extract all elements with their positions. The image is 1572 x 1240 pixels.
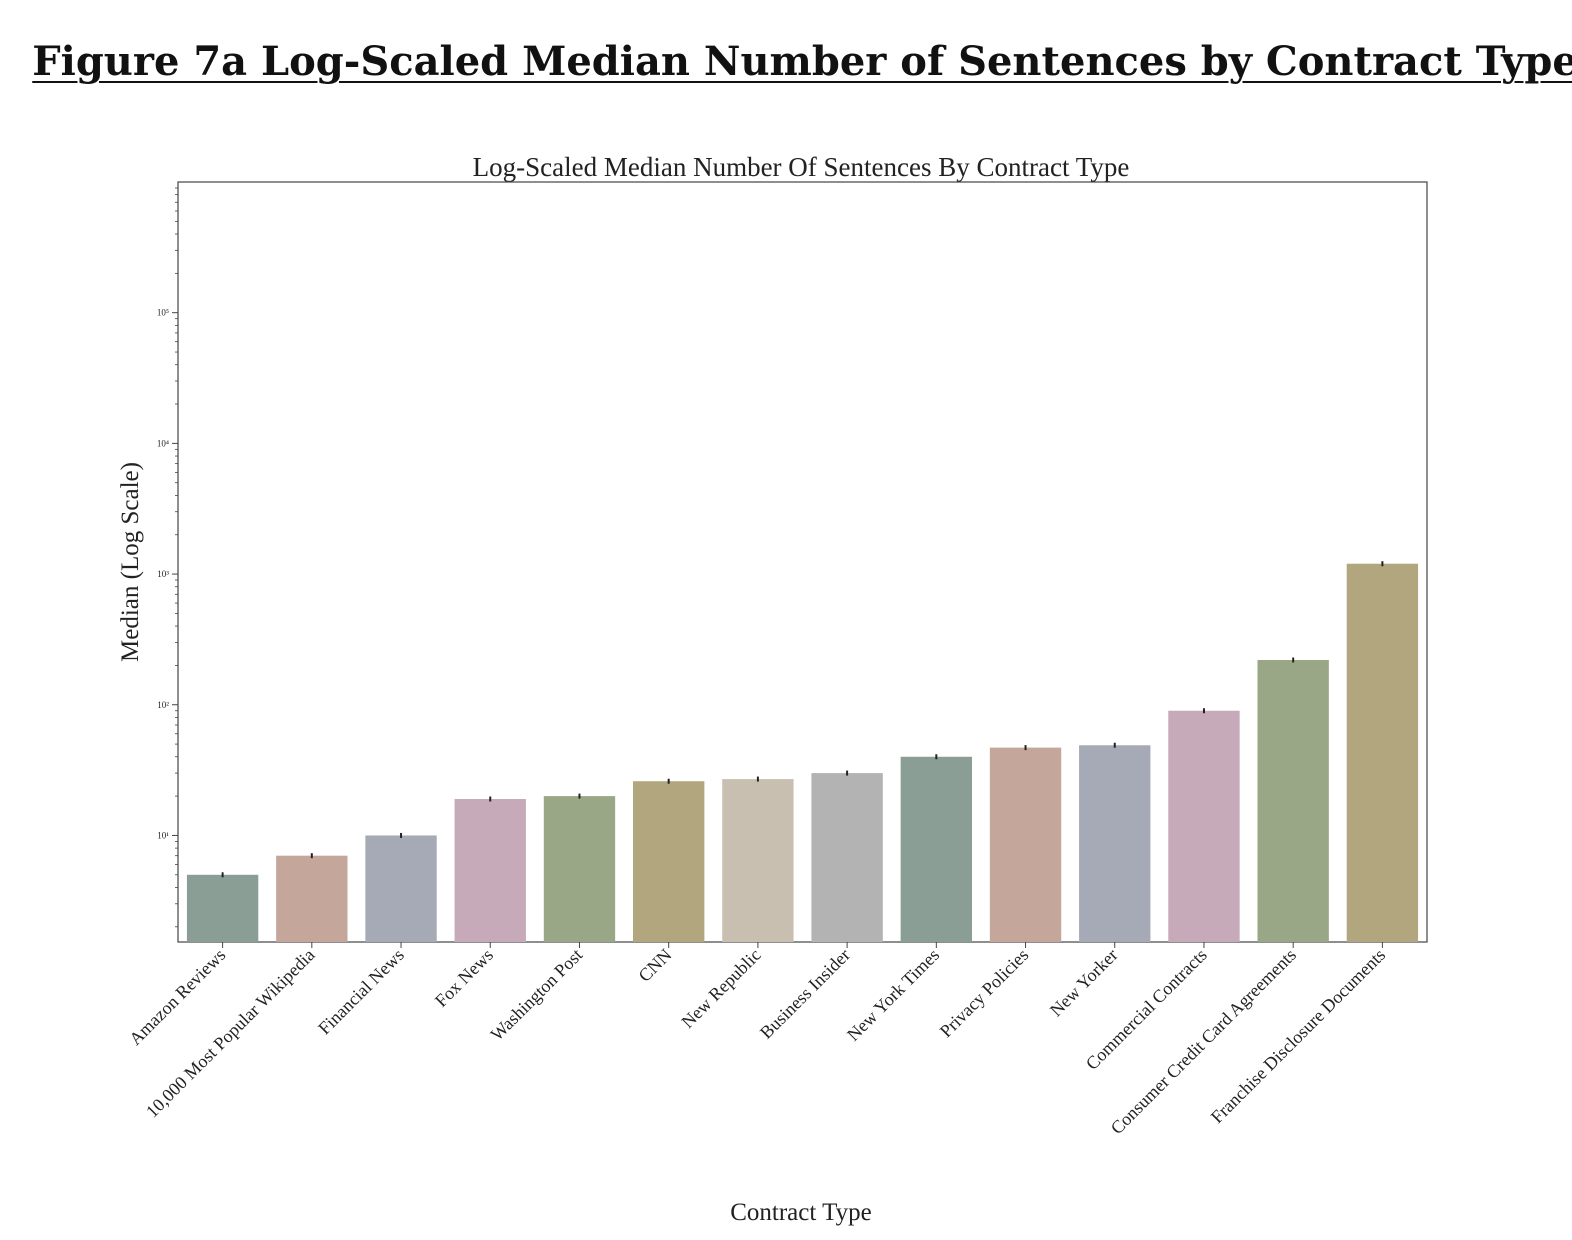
x-tick-label: Washington Post — [487, 945, 587, 1045]
bar-2 — [276, 855, 348, 942]
plot-area — [177, 181, 1428, 943]
bar-11 — [1079, 745, 1151, 942]
bar-7 — [722, 779, 794, 942]
bar-8 — [811, 773, 883, 942]
x-axis-label: Contract Type — [730, 1199, 872, 1226]
bar-12 — [1168, 710, 1240, 942]
chart-title: Log-Scaled Median Number Of Sentences By… — [473, 152, 1130, 182]
bar-3 — [365, 835, 437, 942]
x-tick-label: Consumer Credit Card Agreements — [1107, 945, 1300, 1138]
x-tick-label: Amazon Reviews — [125, 945, 229, 1049]
bar-13 — [1257, 660, 1329, 942]
x-tick-label: New Republic — [677, 945, 764, 1032]
bar-10 — [989, 747, 1062, 942]
bar-9 — [900, 756, 973, 942]
bar-5 — [543, 796, 616, 942]
figure-title: Figure 7a Log-Scaled Median Number of Se… — [32, 38, 1572, 85]
y-tick-label: 10² — [157, 700, 169, 710]
x-tick-label: New Yorker — [1046, 945, 1122, 1021]
bar-1 — [186, 874, 259, 942]
y-tick-label: 10⁴ — [157, 438, 169, 448]
bar-14 — [1346, 563, 1419, 942]
y-axis-ticks: 10¹ 10² 10³ 10⁴ 10⁵ — [157, 308, 178, 840]
y-tick-label: 10⁵ — [157, 308, 169, 318]
bar-4 — [454, 799, 526, 942]
x-tick-label: Business Insider — [756, 945, 854, 1043]
x-tick-label: Privacy Policies — [936, 945, 1033, 1042]
x-tick-label: New York Times — [843, 945, 943, 1045]
y-tick-label: 10³ — [157, 569, 169, 579]
x-tick-label: 10,000 Most Popular Wikipedia — [142, 945, 319, 1122]
bar-6 — [632, 781, 705, 942]
y-axis-minor-ticks — [175, 187, 178, 928]
y-tick-label: 10¹ — [157, 830, 169, 840]
x-tick-label: CNN — [634, 945, 675, 986]
bars — [186, 561, 1419, 942]
y-axis-label: Median (Log Scale) — [117, 462, 144, 662]
x-tick-label: Franchise Disclosure Documents — [1207, 945, 1389, 1127]
x-tick-label: Fox News — [431, 945, 497, 1011]
x-tick-label: Financial News — [314, 945, 408, 1039]
